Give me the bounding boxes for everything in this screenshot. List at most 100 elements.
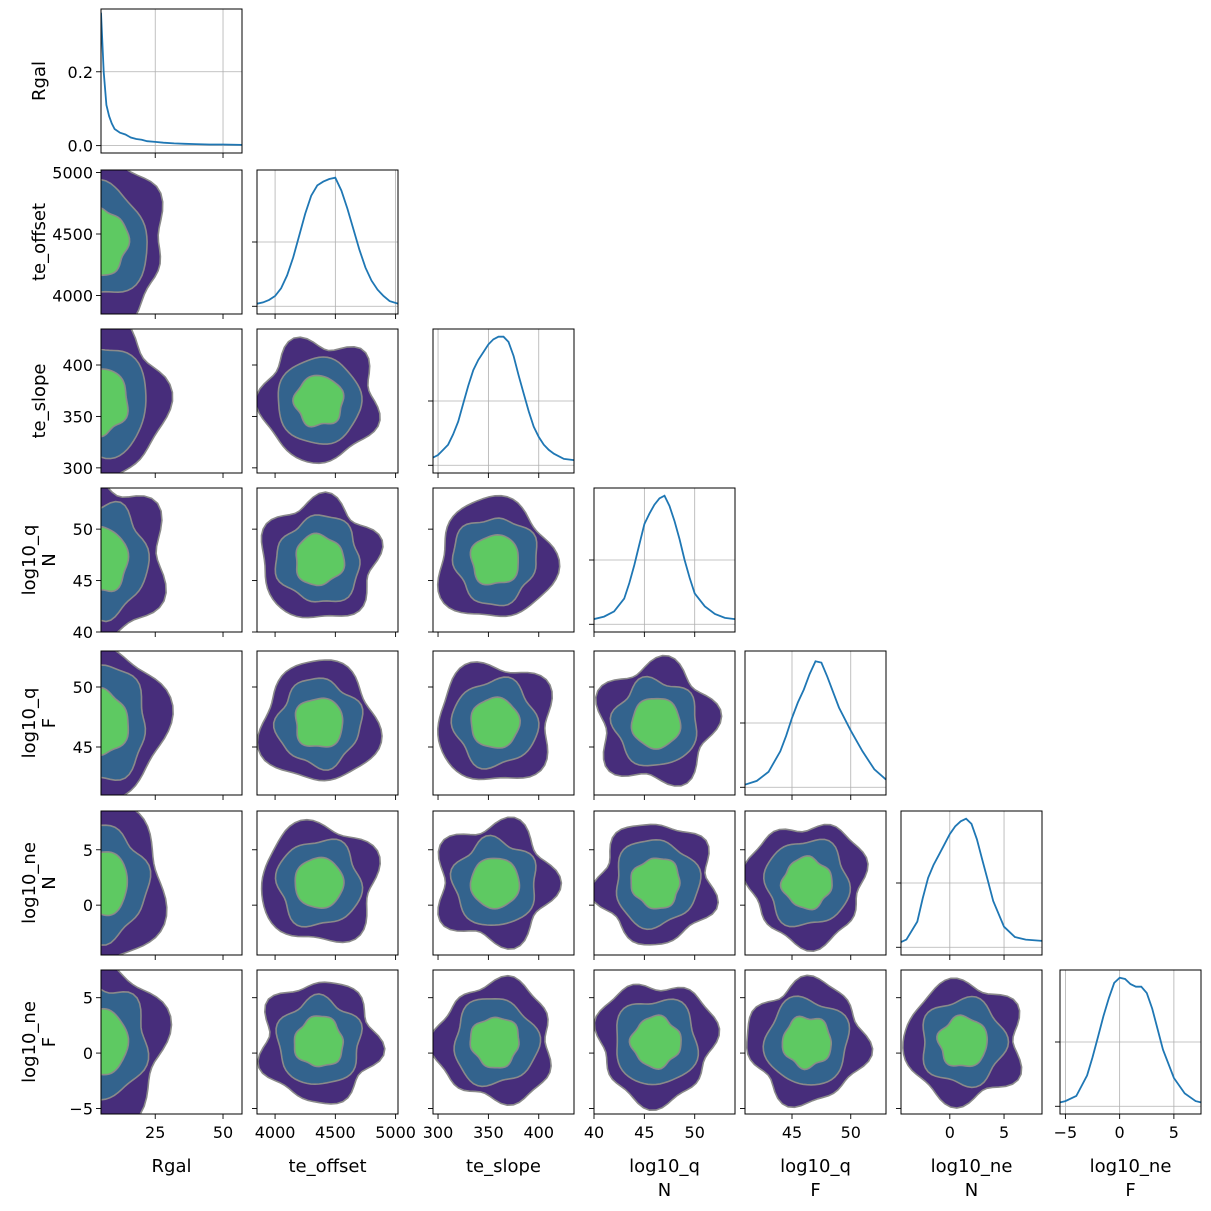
marginal-density-te_offset — [257, 176, 398, 305]
panel-log10_q_F-vs-Rgal: 45 50 — [73, 650, 243, 800]
x-axis-label-log10_ne_F: F — [1125, 1180, 1135, 1201]
x-tick-label: 4000 — [255, 1123, 296, 1142]
kde-contour-middle — [101, 664, 147, 782]
panel-frame — [744, 650, 887, 796]
y-tick-label: 5000 — [52, 163, 93, 182]
panel-log10_ne_F-vs-te_slope: 300 350 400 — [423, 969, 575, 1142]
panel-frame — [744, 969, 887, 1115]
panel-log10_q_N-vs-Rgal: 40 45 50 — [73, 487, 243, 642]
kde-contour-inner — [630, 857, 681, 910]
y-tick-label: 4000 — [52, 287, 93, 306]
x-tick-label: 50 — [213, 1123, 233, 1142]
y-axis-label-Rgal: Rgal — [29, 61, 50, 101]
kde-contour-inner — [294, 697, 344, 748]
y-tick-label: 400 — [62, 356, 93, 375]
panel-te_offset-vs-Rgal: 4000 4500 5000 — [52, 163, 243, 319]
panel-frame — [1059, 969, 1202, 1115]
kde-contour-inner — [101, 368, 129, 438]
kde-contour-inner — [628, 1014, 682, 1071]
kde-contour-inner — [101, 686, 130, 757]
panel-frame — [100, 8, 243, 154]
y-tick-label: 50 — [73, 520, 93, 539]
x-tick-label: 5 — [999, 1123, 1009, 1142]
panel-frame — [100, 650, 243, 796]
kde-contour-inner — [293, 1015, 345, 1068]
kde-contour-inner — [294, 856, 345, 910]
x-tick-label: −5 — [1054, 1123, 1078, 1142]
x-axis-label-log10_q_F: F — [810, 1180, 820, 1201]
y-tick-label: 0 — [83, 1044, 93, 1063]
kde-contour-inner — [469, 857, 521, 910]
panel-te_offset-vs-te_offset — [252, 169, 399, 319]
y-tick-label: 40 — [73, 623, 93, 642]
y-tick-label: 0.0 — [68, 137, 93, 156]
panel-frame — [432, 810, 575, 956]
y-axis-label-log10_ne_F: log10_ne — [19, 1001, 40, 1083]
marginal-density-log10_ne_F — [1060, 976, 1201, 1104]
panel-frame — [100, 169, 243, 315]
y-tick-label: 45 — [73, 572, 93, 591]
panel-frame — [593, 810, 736, 956]
y-tick-label: 0.2 — [68, 63, 93, 82]
panel-te_slope-vs-Rgal: 300 350 400 — [62, 328, 243, 478]
kde-contour-inner — [101, 525, 130, 593]
x-tick-label: 0 — [1115, 1123, 1125, 1142]
kde-contour-inner — [101, 851, 129, 917]
panel-frame — [593, 969, 736, 1115]
y-tick-label: 350 — [62, 407, 93, 426]
x-axis-label-log10_q_F: log10_q — [780, 1156, 851, 1177]
y-axis-label-log10_ne_F: F — [39, 1037, 60, 1047]
x-axis-label-te_offset: te_offset — [288, 1156, 366, 1177]
panel-frame — [256, 487, 399, 633]
x-axis-label-log10_ne_N: N — [965, 1180, 978, 1201]
x-axis-label-log10_ne_F: log10_ne — [1090, 1156, 1172, 1177]
marginal-density-log10_q_N — [594, 494, 735, 620]
x-tick-label: 50 — [685, 1123, 705, 1142]
y-tick-label: 0 — [83, 896, 93, 915]
panel-te_slope-vs-te_offset — [252, 328, 399, 478]
x-axis-label-Rgal: Rgal — [152, 1156, 192, 1177]
panel-log10_q_N-vs-te_offset — [252, 487, 399, 637]
panel-frame — [100, 810, 243, 956]
panel-log10_ne_F-vs-log10_q_N: 40 45 50 — [584, 969, 736, 1142]
y-axis-label-te_offset: te_offset — [29, 203, 50, 281]
panel-frame — [900, 969, 1043, 1115]
y-axis-label-te_slope: te_slope — [29, 363, 50, 438]
marginal-density-log10_ne_N — [901, 817, 1042, 943]
panel-frame — [744, 810, 887, 956]
x-tick-label: 5000 — [375, 1123, 416, 1142]
panel-log10_ne_N-vs-Rgal: 05 — [83, 810, 243, 960]
panel-frame — [593, 487, 736, 633]
panel-frame — [900, 810, 1043, 956]
x-tick-label: 25 — [145, 1123, 165, 1142]
panel-log10_q_F-vs-log10_q_N — [589, 650, 736, 800]
panel-frame — [100, 328, 243, 474]
panel-frame — [256, 650, 399, 796]
panel-log10_q_F-vs-te_offset — [252, 650, 399, 800]
kde-contour-inner — [101, 206, 131, 277]
kde-contour-inner — [469, 1016, 520, 1069]
panel-log10_ne_N-vs-log10_ne_N — [896, 810, 1043, 960]
y-tick-label: 4500 — [52, 225, 93, 244]
panel-frame — [593, 650, 736, 796]
panel-log10_q_F-vs-log10_q_F — [740, 650, 887, 800]
panel-frame — [432, 969, 575, 1115]
y-tick-label: 5 — [83, 989, 93, 1008]
x-tick-label: 400 — [523, 1123, 554, 1142]
kde-contour-inner — [292, 374, 345, 428]
y-tick-label: 300 — [62, 459, 93, 478]
panel-frame — [432, 487, 575, 633]
panel-frame — [256, 969, 399, 1115]
panel-frame — [256, 169, 399, 315]
x-tick-label: 4500 — [315, 1123, 356, 1142]
kde-contour-inner — [469, 533, 519, 586]
x-tick-label: 50 — [841, 1123, 861, 1142]
marginal-density-log10_q_F — [745, 660, 886, 786]
panel-frame — [432, 328, 575, 474]
x-tick-label: 40 — [584, 1123, 604, 1142]
panel-frame — [256, 810, 399, 956]
marginal-density-te_slope — [433, 335, 574, 461]
x-tick-label: 45 — [634, 1123, 654, 1142]
